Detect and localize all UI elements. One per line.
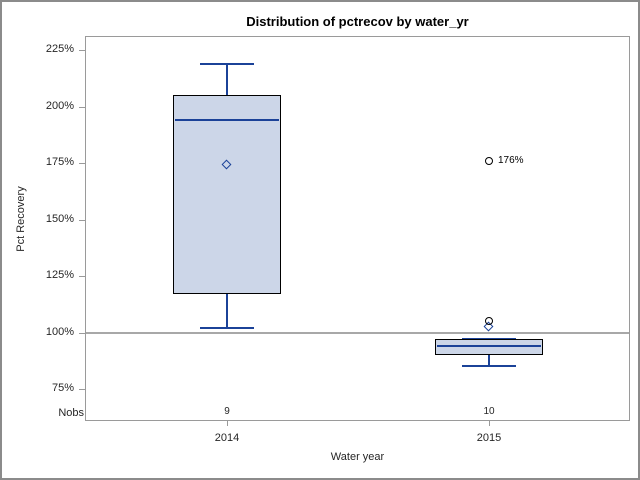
whisker-low-cap-2014 bbox=[200, 326, 255, 329]
reference-line bbox=[86, 331, 629, 334]
y-tick-mark bbox=[79, 163, 85, 164]
y-tick-label: 100% bbox=[45, 325, 74, 338]
y-tick-label: 125% bbox=[45, 269, 74, 281]
y-tick-label: 225% bbox=[45, 43, 74, 55]
nobs-row-header: Nobs bbox=[58, 407, 84, 419]
plot-area bbox=[85, 36, 630, 421]
whisker-low-line-2014 bbox=[226, 294, 229, 328]
nobs-value-2015: 10 bbox=[483, 406, 495, 417]
box-2014 bbox=[173, 95, 282, 295]
whisker-low-line-2015 bbox=[488, 355, 490, 367]
y-tick-label: 75% bbox=[51, 382, 74, 394]
y-tick-mark bbox=[79, 50, 85, 51]
y-tick-mark bbox=[79, 219, 85, 221]
x-tick-mark-2014 bbox=[226, 421, 228, 426]
chart-title: Distribution of pctrecov by water_yr bbox=[246, 14, 469, 29]
nobs-value-2014: 9 bbox=[224, 406, 230, 417]
whisker-low-cap-2015 bbox=[462, 365, 516, 368]
x-tick-mark-2015 bbox=[488, 421, 490, 426]
y-tick-mark bbox=[79, 106, 85, 108]
x-tick-label-2015: 2015 bbox=[476, 432, 502, 444]
box-2015 bbox=[435, 339, 543, 356]
y-tick-label: 200% bbox=[45, 99, 74, 112]
y-axis-title-text: Pct Recovery bbox=[15, 186, 27, 252]
whisker-high-line-2014 bbox=[226, 63, 229, 96]
median-line-2015 bbox=[437, 345, 541, 348]
x-tick-label-2014: 2014 bbox=[214, 432, 240, 444]
outlier-label-2015: 176% bbox=[498, 154, 524, 166]
x-axis-title: Water year bbox=[330, 451, 385, 463]
y-tick-label: 175% bbox=[45, 156, 74, 168]
outlier-marker-2015 bbox=[485, 156, 493, 165]
y-tick-mark bbox=[79, 389, 85, 390]
median-line-2014 bbox=[175, 119, 280, 122]
y-tick-mark bbox=[79, 332, 85, 334]
outlier-marker-2015 bbox=[485, 317, 493, 326]
y-tick-mark bbox=[79, 276, 85, 277]
whisker-high-cap-2014 bbox=[200, 62, 255, 65]
y-tick-label: 150% bbox=[45, 212, 74, 225]
